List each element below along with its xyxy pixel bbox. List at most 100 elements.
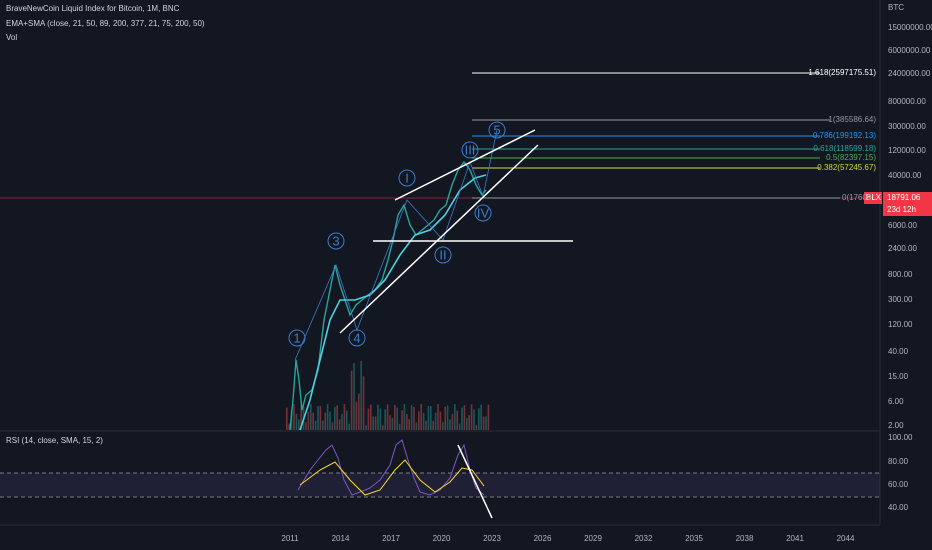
volume-bar [317,406,319,430]
price-label: 6000000.00 [888,46,931,55]
price-label: 120.00 [888,320,913,329]
volume-bar [336,405,338,430]
volume-bar [331,422,334,430]
wave-label: 5 [493,122,500,137]
volume-bar [382,425,384,430]
volume-bar [463,405,466,430]
volume-bar [367,408,370,430]
wave-circle [288,329,306,347]
volume-bar [338,419,341,430]
volume-bar [439,411,442,430]
volume-bar [475,425,478,430]
volume-bar [442,422,444,430]
time-label: 2029 [584,534,602,543]
time-label: 2017 [382,534,400,543]
price-label: 40000.00 [888,171,922,180]
trendline [339,144,539,334]
volume-bar [485,416,487,430]
volume-bar [298,419,300,430]
volume-bar [372,416,374,430]
rsi-label: 40.00 [888,503,909,512]
volume-bar [487,404,490,430]
symbol-title: BraveNewCoin Liquid Index for Bitcoin, 1… [6,4,180,13]
fib-label: 0.618(118599.18) [813,144,876,153]
fib-label: 0(17609 [842,193,872,202]
ema-line [299,174,487,431]
wave-label: I [405,170,409,185]
volume-bar [478,408,480,430]
time-label: 2011 [281,534,299,543]
volume-bar [468,415,470,430]
price-label: 6.00 [888,397,904,406]
volume-bar [394,405,396,430]
volume-bar [379,408,382,430]
wave-circle [461,141,479,159]
volume-bar [437,404,439,430]
volume-bar [470,404,473,430]
wave-label: 1 [293,330,300,345]
rsi-trendline [457,444,493,519]
volume-bar [319,406,322,430]
wave-label: 3 [332,233,339,248]
indicator-legend: EMA+SMA (close, 21, 50, 89, 200, 377, 21… [6,19,205,28]
volume-bar [461,407,463,430]
price-label: 2400000.00 [888,69,931,78]
price-label: 2400.00 [888,244,917,253]
fib-label: 0.382(57245.67) [817,163,876,172]
volume-bar [396,407,398,430]
volume-bar [422,412,425,430]
volume-bar [293,404,295,430]
wave-label: 4 [353,330,360,345]
volume-bar [365,425,367,430]
time-label: 2032 [635,534,653,543]
volume-bar [346,410,348,430]
time-label: 2035 [685,534,703,543]
price-label: 15000000.00 [888,23,932,32]
price-label: 40.00 [888,347,909,356]
volume-bar [406,414,408,430]
time-label: 2023 [483,534,501,543]
volume-bar [454,404,456,430]
fib-label: 0.5(82397.15) [826,153,876,162]
volume-bar [343,404,346,430]
volume-bar [305,422,307,430]
fib-lines [472,72,840,199]
volume-bar [458,423,461,430]
volume-bar [307,411,310,430]
wave-path [294,129,498,361]
volume-bar [300,405,302,430]
volume-bar [377,404,379,430]
wave-label: IV [477,205,490,220]
price-label: 300000.00 [888,122,926,131]
price-label: 2.00 [888,421,904,430]
volume-bar [456,410,458,430]
fib-label: 0.786(199192.13) [813,131,877,140]
time-label: 2026 [534,534,552,543]
price-label: 6000.00 [888,221,917,230]
volume-bar [370,404,372,430]
price-label: 120000.00 [888,146,926,155]
wave-circle [474,204,492,222]
volume-bar [425,420,427,430]
fib-label: 1.618(2597175.51) [808,68,876,77]
volume-bar [420,404,422,430]
volume-bar [413,406,415,430]
volume-bar [324,412,326,430]
rsi-label: 80.00 [888,457,909,466]
symbol-badge [864,192,882,204]
symbol-badge-text: BLX [866,193,882,202]
wave-circle [488,121,506,139]
wave-circle [327,232,345,250]
wave-circle [434,246,452,264]
price-badge-text: 18791.06 [887,193,921,202]
volume-bar [451,413,454,430]
volume-bar [401,410,403,430]
countdown-text: 23d 12h [887,205,916,214]
volume-bar [286,407,288,430]
volume-bar [449,419,451,430]
volume-bar [374,416,377,430]
volume-bar [362,376,365,430]
volume-bar [466,418,468,430]
